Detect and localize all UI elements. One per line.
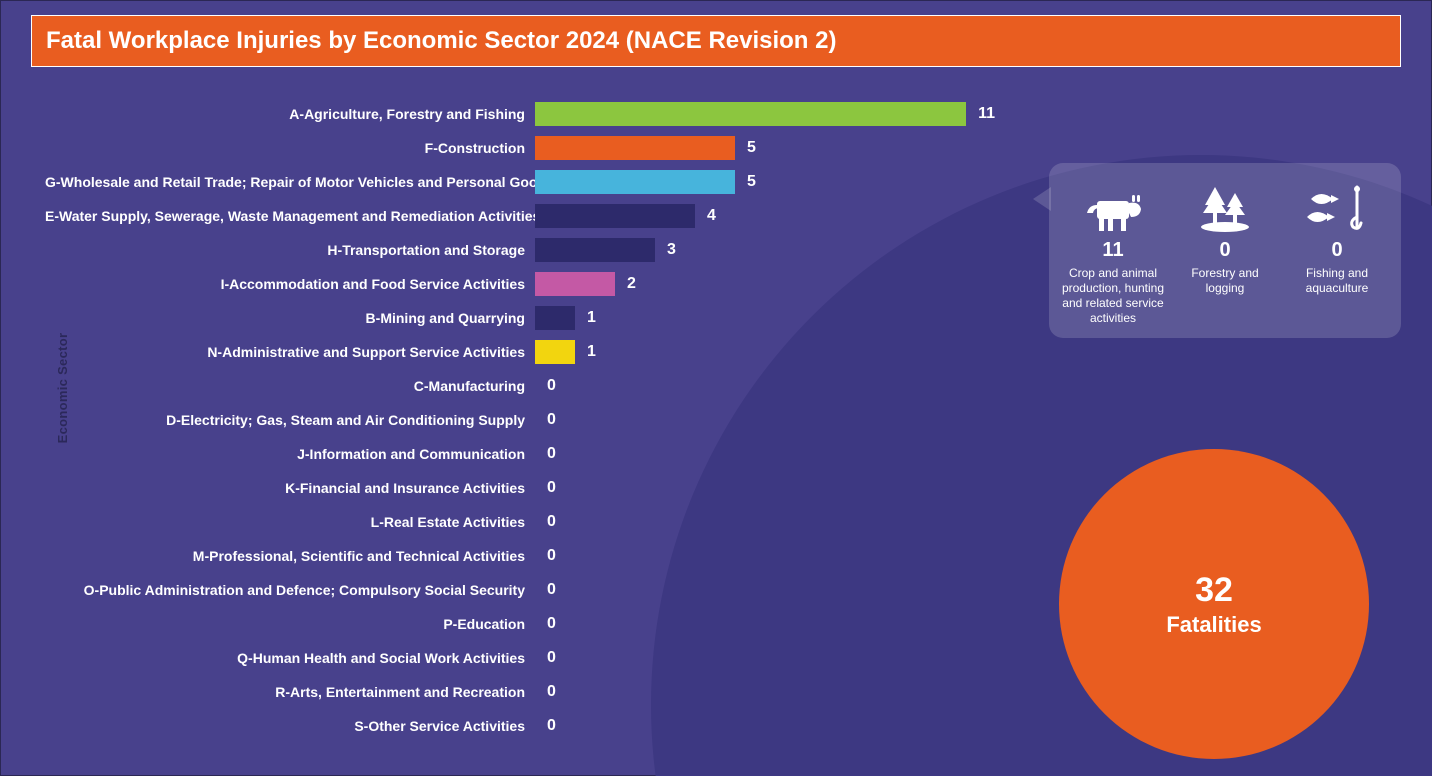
bar xyxy=(535,272,615,296)
row-label: N-Administrative and Support Service Act… xyxy=(45,344,535,360)
row-label: A-Agriculture, Forestry and Fishing xyxy=(45,106,535,122)
callout-label: Forestry and logging xyxy=(1174,266,1277,296)
title-bar: Fatal Workplace Injuries by Economic Sec… xyxy=(31,15,1401,67)
row-value: 1 xyxy=(587,343,596,361)
row-label: B-Mining and Quarrying xyxy=(45,310,535,326)
row-label: G-Wholesale and Retail Trade; Repair of … xyxy=(45,174,535,190)
row-value: 0 xyxy=(547,445,556,463)
row-label: H-Transportation and Storage xyxy=(45,242,535,258)
bar xyxy=(535,238,655,262)
chart-row: F-Construction 5 xyxy=(45,131,1005,165)
callout-value: 0 xyxy=(1286,239,1389,262)
callout-item-crop: 11 Crop and animal production, hunting a… xyxy=(1058,177,1169,326)
fishing-icon xyxy=(1286,177,1389,233)
row-value: 0 xyxy=(547,547,556,565)
row-label: I-Accommodation and Food Service Activit… xyxy=(45,276,535,292)
row-value: 1 xyxy=(587,309,596,327)
bar xyxy=(535,340,575,364)
row-label: L-Real Estate Activities xyxy=(45,514,535,530)
bar-zone: 5 xyxy=(535,131,995,165)
row-label: F-Construction xyxy=(45,140,535,156)
row-value: 0 xyxy=(547,377,556,395)
row-label: P-Education xyxy=(45,616,535,632)
row-label: Q-Human Health and Social Work Activitie… xyxy=(45,650,535,666)
bar xyxy=(535,204,695,228)
row-value: 0 xyxy=(547,581,556,599)
row-label: E-Water Supply, Sewerage, Waste Manageme… xyxy=(45,208,535,224)
row-label: O-Public Administration and Defence; Com… xyxy=(45,582,535,598)
total-value: 32 xyxy=(1195,571,1233,610)
row-value: 0 xyxy=(547,479,556,497)
page-title: Fatal Workplace Injuries by Economic Sec… xyxy=(46,27,836,55)
row-value: 3 xyxy=(667,241,676,259)
bar xyxy=(535,136,735,160)
chart-row: G-Wholesale and Retail Trade; Repair of … xyxy=(45,165,1005,199)
row-label: S-Other Service Activities xyxy=(45,718,535,734)
cow-icon xyxy=(1062,177,1165,233)
callout-tail xyxy=(1033,187,1051,211)
row-label: R-Arts, Entertainment and Recreation xyxy=(45,684,535,700)
bar xyxy=(535,306,575,330)
row-value: 5 xyxy=(747,173,756,191)
callout-grid: 11 Crop and animal production, hunting a… xyxy=(1057,177,1393,326)
row-value: 5 xyxy=(747,139,756,157)
row-label: J-Information and Communication xyxy=(45,446,535,462)
row-value: 0 xyxy=(547,649,556,667)
chart-row: A-Agriculture, Forestry and Fishing 11 xyxy=(45,97,1005,131)
chart-row: E-Water Supply, Sewerage, Waste Manageme… xyxy=(45,199,1005,233)
row-value: 0 xyxy=(547,717,556,735)
row-value: 0 xyxy=(547,411,556,429)
row-value: 0 xyxy=(547,683,556,701)
page: Fatal Workplace Injuries by Economic Sec… xyxy=(0,0,1432,776)
bar xyxy=(535,102,966,126)
row-label: M-Professional, Scientific and Technical… xyxy=(45,548,535,564)
sector-breakdown-callout: 11 Crop and animal production, hunting a… xyxy=(1049,163,1401,338)
row-value: 0 xyxy=(547,513,556,531)
row-value: 2 xyxy=(627,275,636,293)
bar xyxy=(535,170,735,194)
callout-label: Crop and animal production, hunting and … xyxy=(1062,266,1165,326)
bar-zone: 11 xyxy=(535,97,995,131)
callout-item-fishing: 0 Fishing and aquaculture xyxy=(1282,177,1393,296)
row-value: 4 xyxy=(707,207,716,225)
row-label: K-Financial and Insurance Activities xyxy=(45,480,535,496)
row-value: 0 xyxy=(547,615,556,633)
callout-item-forestry: 0 Forestry and logging xyxy=(1170,177,1281,296)
callout-value: 0 xyxy=(1174,239,1277,262)
total-fatalities-circle: 32 Fatalities xyxy=(1059,449,1369,759)
callout-value: 11 xyxy=(1062,239,1165,262)
chart-row: H-Transportation and Storage 3 xyxy=(45,233,1005,267)
row-label: D-Electricity; Gas, Steam and Air Condit… xyxy=(45,412,535,428)
row-value: 11 xyxy=(978,105,995,123)
bar-zone: 5 xyxy=(535,165,995,199)
callout-label: Fishing and aquaculture xyxy=(1286,266,1389,296)
row-label: C-Manufacturing xyxy=(45,378,535,394)
total-label: Fatalities xyxy=(1166,612,1261,638)
trees-icon xyxy=(1174,177,1277,233)
